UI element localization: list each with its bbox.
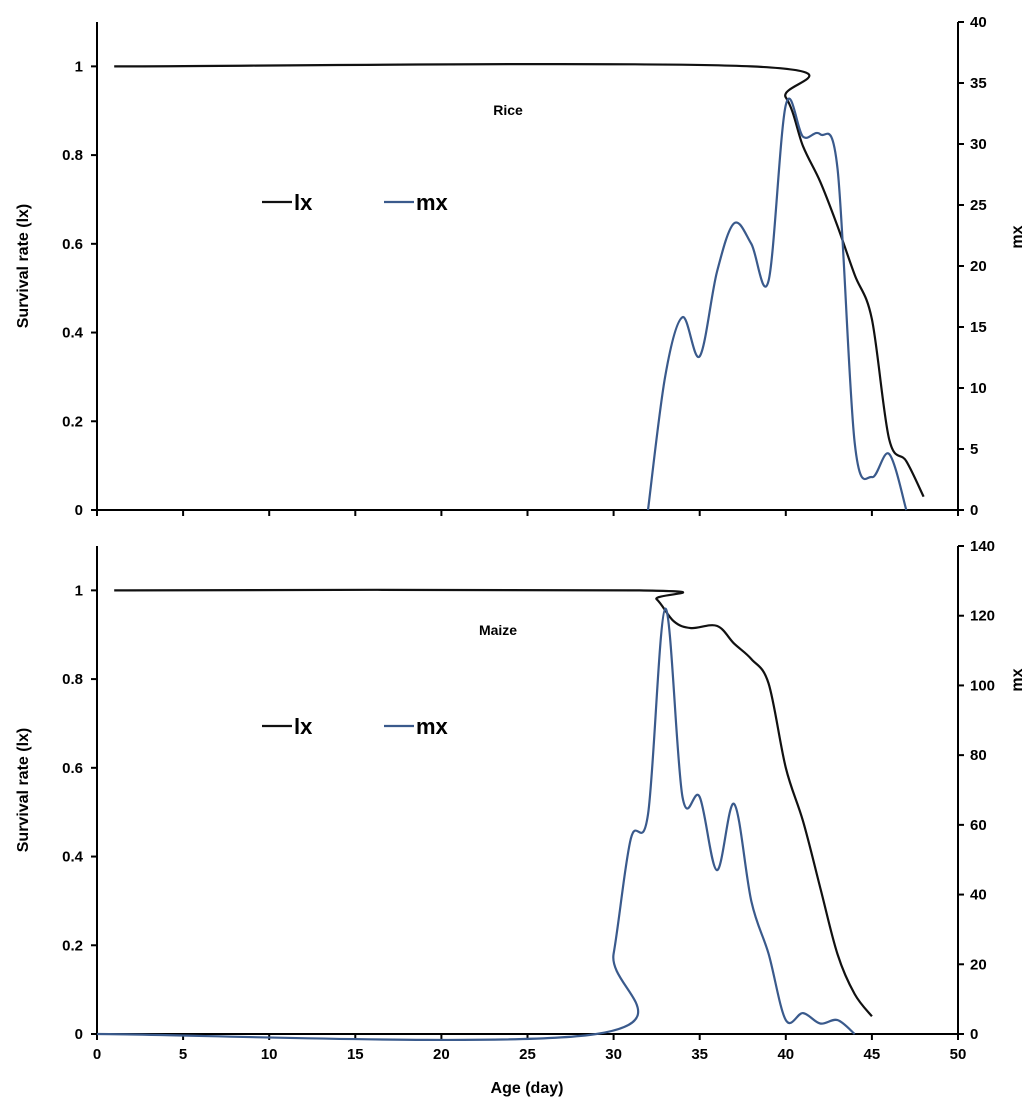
right-tick-label: 10 bbox=[970, 380, 987, 397]
right-tick-label: 0 bbox=[970, 502, 978, 519]
x-tick-label: 30 bbox=[605, 1046, 622, 1063]
right-tick-label: 120 bbox=[970, 608, 995, 625]
left-axis-title: Survival rate (lx) bbox=[15, 728, 32, 853]
right-tick-label: 40 bbox=[970, 14, 987, 31]
left-tick-label: 0.6 bbox=[62, 760, 83, 777]
legend-label-lx: lx bbox=[294, 190, 313, 215]
legend: lx mx bbox=[262, 190, 449, 215]
series-mx-line bbox=[96, 607, 856, 1042]
right-tick-label: 30 bbox=[970, 136, 987, 153]
legend-label-mx: mx bbox=[416, 714, 449, 739]
series-lx-line bbox=[114, 62, 925, 498]
series-lx-line bbox=[114, 588, 873, 1017]
right-tick-label: 25 bbox=[970, 197, 987, 214]
left-tick-label: 0 bbox=[75, 1026, 83, 1043]
x-tick-label: 15 bbox=[347, 1046, 364, 1063]
right-tick-label: 100 bbox=[970, 677, 995, 694]
left-tick-label: 0.8 bbox=[62, 147, 83, 164]
x-tick-label: 5 bbox=[179, 1046, 187, 1063]
left-tick-label: 0.8 bbox=[62, 671, 83, 688]
left-tick-label: 0.6 bbox=[62, 236, 83, 253]
legend-label-lx: lx bbox=[294, 714, 313, 739]
left-tick-label: 0.4 bbox=[62, 325, 84, 342]
right-tick-label: 5 bbox=[970, 441, 978, 458]
right-tick-label: 60 bbox=[970, 817, 987, 834]
right-axis-title: mx bbox=[1009, 668, 1026, 691]
right-tick-label: 20 bbox=[970, 258, 987, 275]
x-tick-label: 40 bbox=[777, 1046, 794, 1063]
right-tick-label: 15 bbox=[970, 319, 987, 336]
panel-label: Rice bbox=[493, 102, 523, 118]
left-tick-label: 1 bbox=[75, 582, 83, 599]
x-tick-label: 10 bbox=[261, 1046, 278, 1063]
right-tick-label: 40 bbox=[970, 887, 987, 904]
right-tick-label: 20 bbox=[970, 956, 987, 973]
x-tick-label: 35 bbox=[691, 1046, 708, 1063]
left-axis-title: Survival rate (lx) bbox=[15, 204, 32, 329]
right-tick-label: 0 bbox=[970, 1026, 978, 1043]
left-tick-label: 0 bbox=[75, 502, 83, 519]
series-mx-line bbox=[646, 97, 908, 511]
x-tick-label: 50 bbox=[950, 1046, 967, 1063]
right-axis-title: mx bbox=[1009, 225, 1026, 248]
right-tick-label: 140 bbox=[970, 538, 995, 555]
x-axis-title: Age (day) bbox=[491, 1080, 564, 1097]
x-tick-label: 20 bbox=[433, 1046, 450, 1063]
right-tick-label: 80 bbox=[970, 747, 987, 764]
x-tick-label: 25 bbox=[519, 1046, 536, 1063]
right-tick-label: 35 bbox=[970, 75, 987, 92]
panel-label: Maize bbox=[479, 622, 517, 638]
left-tick-label: 0.2 bbox=[62, 413, 83, 430]
legend: lx mx bbox=[262, 714, 449, 739]
legend-label-mx: mx bbox=[416, 190, 449, 215]
x-tick-label: 45 bbox=[864, 1046, 881, 1063]
left-tick-label: 0.2 bbox=[62, 937, 83, 954]
left-tick-label: 0.4 bbox=[62, 849, 84, 866]
x-tick-label: 0 bbox=[93, 1046, 101, 1063]
left-tick-label: 1 bbox=[75, 58, 83, 75]
